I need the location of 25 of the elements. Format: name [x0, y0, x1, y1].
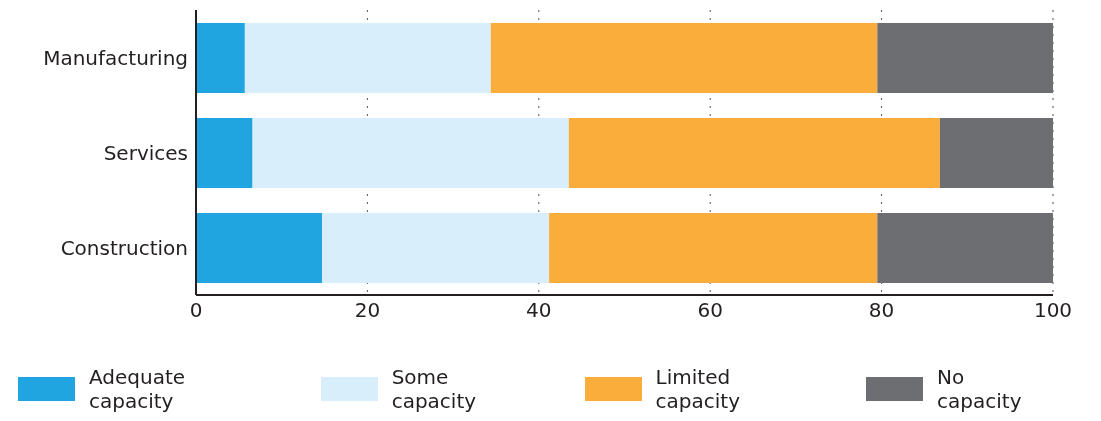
bar [196, 118, 253, 188]
bar [196, 213, 322, 283]
x-tick-label: 60 [697, 298, 723, 323]
bar [490, 23, 878, 93]
legend-label: Some capacity [391, 365, 478, 413]
bar [196, 23, 245, 93]
bar [244, 23, 491, 93]
bar [252, 118, 569, 188]
x-tick-label: 40 [526, 298, 552, 323]
bar [939, 118, 1053, 188]
legend-label: Adequate capacity [89, 365, 187, 413]
bar [549, 213, 878, 283]
bar [877, 23, 1053, 93]
x-tick-label: 0 [189, 298, 203, 323]
bar [568, 118, 940, 188]
legend-label: Limited capacity [655, 365, 742, 413]
x-tick-label: 20 [354, 298, 381, 323]
bar [321, 213, 550, 283]
y-tick-label: Construction [60, 235, 188, 260]
y-tick-label: Services [103, 140, 188, 165]
x-tick-label: 80 [868, 298, 895, 323]
bar [877, 213, 1053, 283]
x-tick-label: 100 [1033, 298, 1073, 323]
legend-label: No capacity [937, 365, 1023, 413]
y-tick-label: Manufacturing [43, 45, 188, 70]
